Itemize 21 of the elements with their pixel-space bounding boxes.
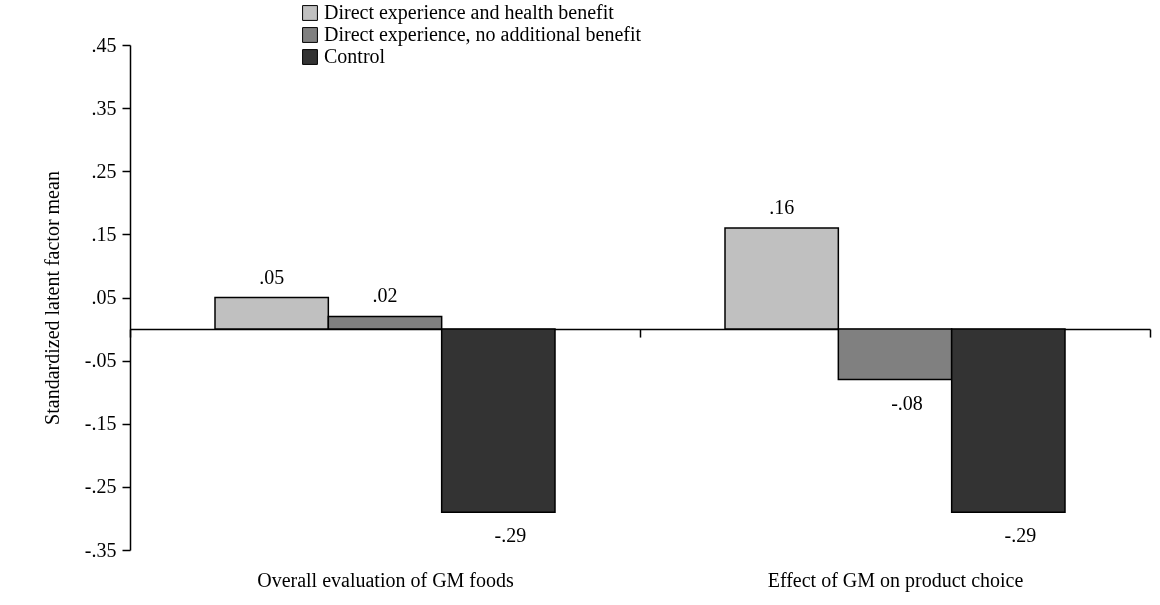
y-axis-title: Standardized latent factor mean (40, 171, 63, 425)
y-tick-label: .05 (91, 286, 117, 308)
y-tick-label: -.05 (84, 349, 117, 372)
data-label: .05 (259, 265, 285, 288)
y-tick-label: -.25 (84, 475, 117, 498)
y-tick-label: .25 (91, 159, 117, 182)
y-tick-label: .15 (91, 222, 117, 245)
y-tick-label: .45 (91, 33, 117, 56)
legend-label: Direct experience and health benefit (324, 1, 615, 24)
x-tick-label: Overall evaluation of GM foods (257, 568, 515, 591)
legend-label: Direct experience, no additional benefit (324, 23, 642, 46)
data-label: .02 (372, 284, 398, 307)
data-label: -.29 (1004, 524, 1037, 547)
data-label: -.29 (494, 524, 527, 547)
x-tick-label: Effect of GM on product choice (767, 568, 1024, 592)
legend-label: Control (324, 45, 386, 67)
data-label: .16 (769, 196, 795, 219)
data-label: -.08 (891, 391, 923, 414)
y-tick-label: .35 (91, 96, 117, 119)
y-tick-label: -.15 (84, 412, 117, 435)
y-tick-label: -.35 (84, 538, 117, 561)
